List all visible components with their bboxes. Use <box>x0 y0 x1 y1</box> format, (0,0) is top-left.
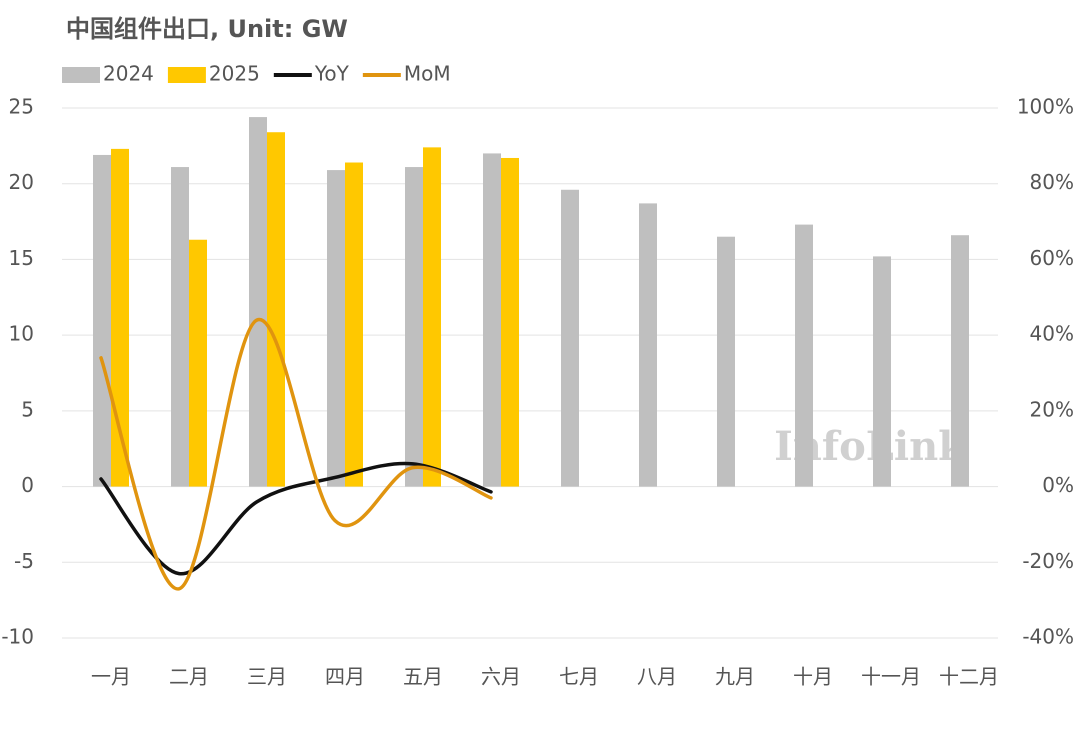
x-tick-label: 八月 <box>637 665 677 689</box>
bar <box>405 167 423 487</box>
legend-swatch <box>62 67 100 83</box>
bar <box>345 162 363 487</box>
x-tick-label: 七月 <box>559 665 599 689</box>
bar <box>93 154 111 487</box>
bar <box>189 239 207 487</box>
y2-tick-label: 0% <box>1042 473 1074 497</box>
x-tick-label: 十月 <box>793 665 833 689</box>
bar <box>717 236 735 487</box>
bar <box>171 167 189 487</box>
y-tick-label: 15 <box>9 246 34 270</box>
chart-title: 中国组件出口, Unit: GW <box>66 15 348 43</box>
y2-tick-label: 40% <box>1030 322 1074 346</box>
x-tick-label: 三月 <box>247 665 287 689</box>
y-tick-label: -10 <box>1 625 34 649</box>
y-tick-label: 25 <box>9 95 34 119</box>
x-tick-label: 十二月 <box>939 665 999 689</box>
bar <box>639 203 657 487</box>
legend-label: 2025 <box>209 62 260 86</box>
y-tick-label: 20 <box>9 170 34 194</box>
line <box>99 318 493 591</box>
y-tick-label: 5 <box>21 397 34 421</box>
bar <box>501 157 519 487</box>
x-tick-label: 九月 <box>715 665 755 689</box>
y2-tick-label: 20% <box>1030 397 1074 421</box>
y2-tick-label: 60% <box>1030 246 1074 270</box>
bar <box>249 117 267 487</box>
y-tick-label: -5 <box>14 549 34 573</box>
bar <box>795 224 813 487</box>
x-tick-label: 四月 <box>325 665 365 689</box>
legend-label: MoM <box>404 62 451 86</box>
bar <box>951 235 969 487</box>
y-tick-label: 10 <box>9 322 34 346</box>
x-tick-label: 六月 <box>481 665 521 689</box>
y-tick-label: 0 <box>21 473 34 497</box>
bar <box>267 132 285 487</box>
x-tick-label: 五月 <box>403 665 443 689</box>
bar <box>873 256 891 487</box>
x-tick-label: 二月 <box>169 665 209 689</box>
y2-tick-label: -20% <box>1022 549 1074 573</box>
bar <box>423 147 441 487</box>
y2-tick-label: 80% <box>1030 170 1074 194</box>
legend-label: 2024 <box>103 62 154 86</box>
legend-label: YoY <box>314 62 350 86</box>
x-tick-label: 十一月 <box>861 665 921 689</box>
bar <box>111 148 129 487</box>
bar <box>561 189 579 487</box>
legend-swatch <box>167 67 206 83</box>
y2-tick-label: 100% <box>1017 95 1074 119</box>
line <box>99 461 493 576</box>
bar <box>327 170 345 487</box>
bar <box>483 153 501 487</box>
y2-tick-label: -40% <box>1022 625 1074 649</box>
x-tick-label: 一月 <box>91 665 131 689</box>
